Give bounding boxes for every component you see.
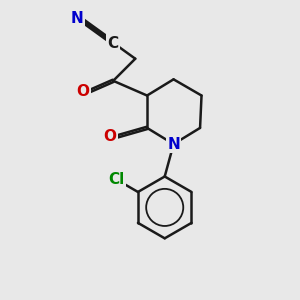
- Text: Cl: Cl: [108, 172, 125, 187]
- Text: N: N: [167, 136, 180, 152]
- Text: O: O: [103, 129, 116, 144]
- Text: N: N: [70, 11, 83, 26]
- Text: C: C: [108, 36, 119, 51]
- Text: O: O: [77, 84, 90, 99]
